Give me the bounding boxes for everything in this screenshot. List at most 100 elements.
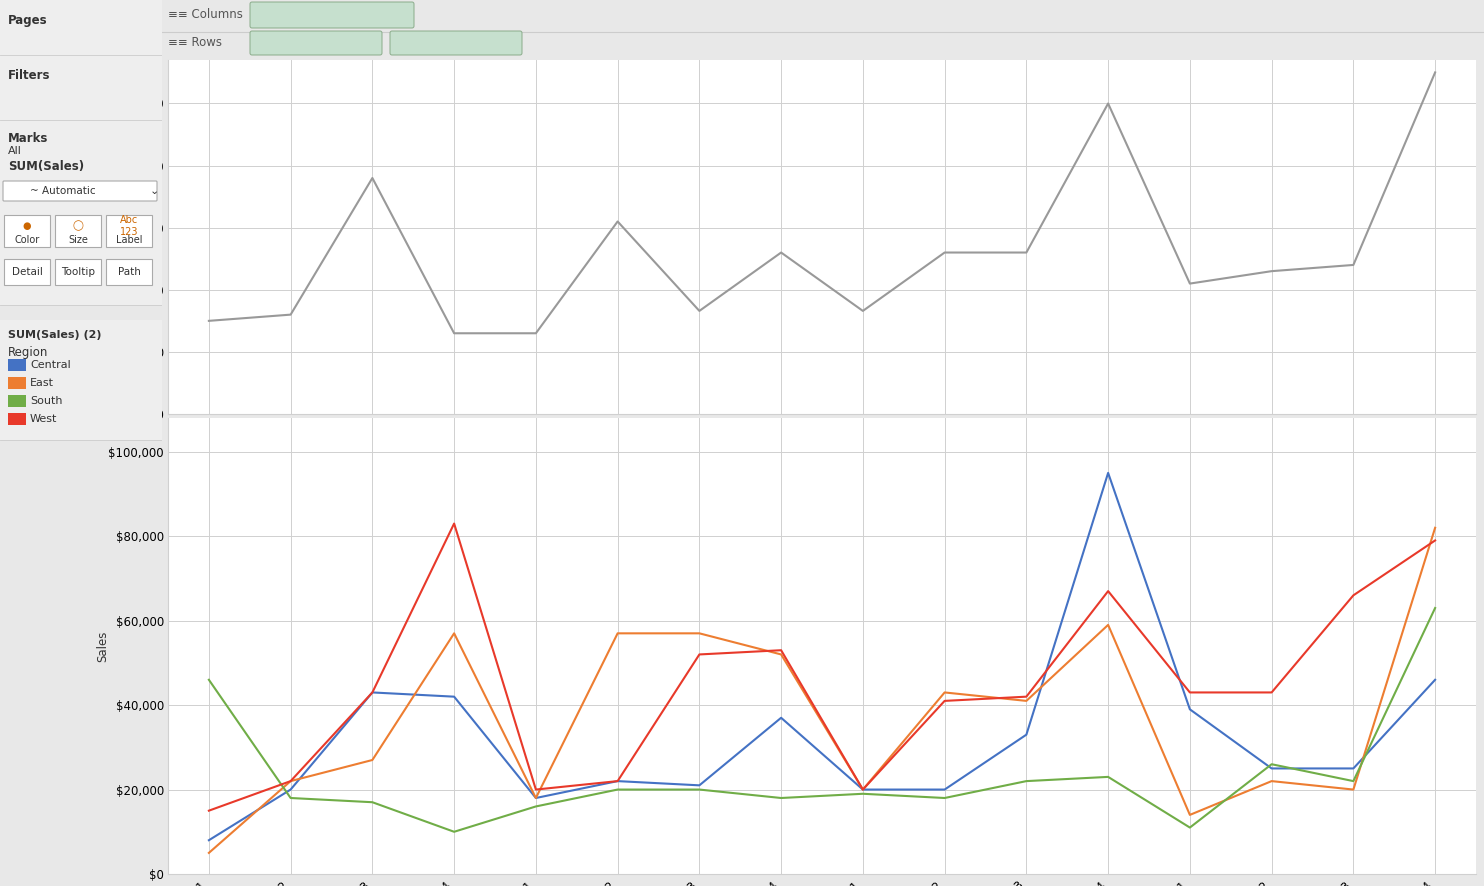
East xyxy=(608,628,626,639)
Bar xyxy=(0,0,162,55)
South xyxy=(1426,602,1444,613)
South xyxy=(282,793,300,804)
Line: West: West xyxy=(209,524,1435,811)
Central xyxy=(1263,763,1281,773)
South xyxy=(772,793,789,804)
West xyxy=(690,649,708,660)
Text: East: East xyxy=(30,378,53,388)
South xyxy=(936,793,954,804)
East xyxy=(772,649,789,660)
Central xyxy=(608,776,626,787)
West xyxy=(1100,586,1117,596)
West xyxy=(364,688,381,698)
Bar xyxy=(7,413,27,425)
South xyxy=(1181,822,1199,833)
Text: Central: Central xyxy=(30,360,71,370)
Central xyxy=(1426,674,1444,685)
Bar xyxy=(7,359,27,371)
East xyxy=(1263,776,1281,787)
East xyxy=(1018,696,1036,706)
East xyxy=(1181,810,1199,820)
Text: Abc
123: Abc 123 xyxy=(120,215,138,237)
Central xyxy=(936,784,954,795)
West xyxy=(1263,688,1281,698)
Text: West: West xyxy=(30,414,58,424)
South xyxy=(364,797,381,807)
Text: SUM(Sales): SUM(Sales) xyxy=(426,38,485,48)
West xyxy=(1345,590,1362,601)
South xyxy=(1263,759,1281,770)
Bar xyxy=(4,215,50,247)
West xyxy=(1181,688,1199,698)
East xyxy=(282,776,300,787)
Line: East: East xyxy=(209,528,1435,853)
Central xyxy=(200,835,218,845)
FancyBboxPatch shape xyxy=(3,181,157,201)
Bar xyxy=(55,259,101,285)
Central xyxy=(1345,763,1362,773)
Text: SUM(Sales): SUM(Sales) xyxy=(7,160,85,173)
Text: Detail: Detail xyxy=(12,267,43,277)
Central xyxy=(1181,704,1199,715)
Text: ≡≡ Columns: ≡≡ Columns xyxy=(168,7,243,20)
Bar xyxy=(4,259,50,285)
Bar xyxy=(7,395,27,407)
Text: Marks: Marks xyxy=(7,132,49,145)
South xyxy=(200,674,218,685)
FancyBboxPatch shape xyxy=(249,2,414,28)
Text: ~ Automatic: ~ Automatic xyxy=(30,186,95,196)
West xyxy=(608,776,626,787)
Text: Region: Region xyxy=(7,346,49,359)
Text: ◯: ◯ xyxy=(73,221,83,231)
Bar xyxy=(105,259,151,285)
East xyxy=(1345,784,1362,795)
East xyxy=(200,848,218,859)
South xyxy=(1018,776,1036,787)
Bar xyxy=(105,215,151,247)
Text: Label: Label xyxy=(116,235,142,245)
Text: ⌄: ⌄ xyxy=(150,186,159,196)
West xyxy=(445,518,463,529)
West xyxy=(1426,535,1444,546)
Text: ≡≡ Rows: ≡≡ Rows xyxy=(168,36,223,50)
FancyBboxPatch shape xyxy=(249,31,381,55)
Central xyxy=(1100,468,1117,478)
South xyxy=(853,789,871,799)
Bar xyxy=(55,215,101,247)
East xyxy=(690,628,708,639)
South xyxy=(1345,776,1362,787)
Text: ⊞ QUARTER(Order Dat...: ⊞ QUARTER(Order Dat... xyxy=(269,10,395,20)
Text: Color: Color xyxy=(15,235,40,245)
Text: All: All xyxy=(7,146,22,156)
South xyxy=(690,784,708,795)
East xyxy=(936,688,954,698)
Central xyxy=(1018,729,1036,740)
Y-axis label: Sales: Sales xyxy=(96,630,110,662)
Central xyxy=(853,784,871,795)
Text: Filters: Filters xyxy=(7,69,50,82)
Text: South: South xyxy=(30,396,62,406)
South xyxy=(608,784,626,795)
East xyxy=(445,628,463,639)
Bar xyxy=(0,320,162,440)
Text: ●: ● xyxy=(22,221,31,231)
Line: South: South xyxy=(209,608,1435,832)
Text: Tooltip: Tooltip xyxy=(61,267,95,277)
East xyxy=(527,793,545,804)
Central xyxy=(690,780,708,790)
Central xyxy=(364,688,381,698)
East xyxy=(364,755,381,766)
East xyxy=(1426,523,1444,533)
South xyxy=(1100,772,1117,782)
Text: Size: Size xyxy=(68,235,88,245)
South xyxy=(527,801,545,812)
West xyxy=(772,645,789,656)
Bar xyxy=(7,377,27,389)
Central xyxy=(445,691,463,702)
Bar xyxy=(0,120,162,305)
Text: SUM(Sales) (2): SUM(Sales) (2) xyxy=(7,330,101,340)
West xyxy=(1018,691,1036,702)
West xyxy=(200,805,218,816)
Text: Path: Path xyxy=(117,267,141,277)
East xyxy=(853,784,871,795)
